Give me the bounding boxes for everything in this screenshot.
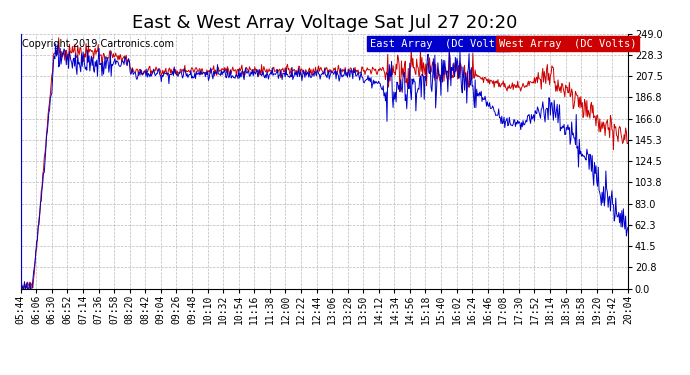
Text: Copyright 2019 Cartronics.com: Copyright 2019 Cartronics.com <box>22 39 174 49</box>
Title: East & West Array Voltage Sat Jul 27 20:20: East & West Array Voltage Sat Jul 27 20:… <box>132 14 517 32</box>
Text: West Array  (DC Volts): West Array (DC Volts) <box>499 39 636 49</box>
Text: East Array  (DC Volts): East Array (DC Volts) <box>370 39 507 49</box>
